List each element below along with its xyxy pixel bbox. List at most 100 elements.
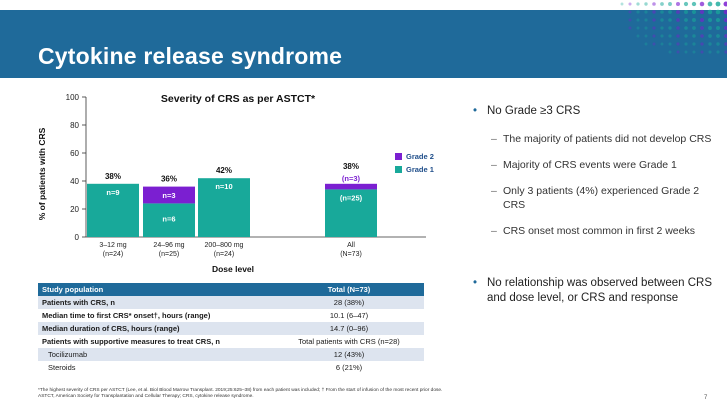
- decor-dot: [644, 34, 648, 38]
- decor-dot: [708, 26, 712, 30]
- decor-dot: [652, 2, 656, 6]
- table-cell-value: 28 (38%): [274, 296, 424, 309]
- decor-dot: [628, 18, 632, 22]
- bar-grade2: [325, 183, 377, 190]
- decor-dot: [668, 50, 672, 54]
- bar-grade1: [87, 183, 139, 237]
- decor-dot: [708, 50, 712, 54]
- x-tick-label: 24–96 mg: [153, 242, 184, 249]
- decor-dot: [724, 34, 727, 38]
- decor-dot: [652, 26, 656, 30]
- table-row: Median duration of CRS, hours (range) 14…: [38, 322, 424, 335]
- decor-dot: [723, 25, 727, 31]
- decor-dot: [675, 1, 681, 7]
- decor-dot: [708, 42, 712, 46]
- decor-dot: [644, 42, 648, 46]
- decor-dot: [668, 2, 672, 6]
- decor-dot: [660, 10, 664, 14]
- x-tick-label: (n=24): [103, 251, 123, 258]
- table-cell-value: 14.7 (0–96): [274, 322, 424, 335]
- table-cell-label: Tocilizumab: [38, 348, 274, 361]
- decor-dot: [707, 9, 713, 15]
- decor-dot: [683, 1, 689, 7]
- decor-dot: [700, 34, 704, 38]
- decor-dot: [628, 2, 632, 6]
- crs-summary-table: Study population Total (N=73) Patients w…: [38, 283, 424, 374]
- decor-dot: [676, 18, 680, 22]
- decor-dot: [692, 50, 696, 54]
- decor-dot: [692, 26, 696, 30]
- decor-dot: [684, 10, 688, 14]
- y-tick-label: 80: [70, 121, 79, 130]
- y-axis-label: % of patients with CRS: [37, 127, 47, 220]
- bar-grade1: [143, 203, 195, 237]
- data-label: (n=3): [342, 174, 361, 183]
- sub-bullet-item: – Only 3 patients (4%) experienced Grade…: [473, 184, 713, 212]
- sub-bullet-item: – Majority of CRS events were Grade 1: [473, 158, 713, 172]
- sub-bullet-item: – The majority of patients did not devel…: [473, 132, 713, 146]
- bullet-text: No relationship was observed between CRS…: [487, 277, 713, 304]
- table-row: Patients with supportive measures to tre…: [38, 335, 424, 348]
- legend-swatch: [395, 166, 402, 173]
- x-axis-label: Dose level: [212, 264, 254, 274]
- y-tick-label: 60: [70, 149, 79, 158]
- decor-dot: [724, 50, 727, 54]
- decor-dot: [652, 34, 656, 38]
- table-row: Steroids 6 (21%): [38, 361, 424, 374]
- table-cell-label: Patients with supportive measures to tre…: [42, 337, 220, 346]
- sub-bullet-item: – CRS onset most common in first 2 weeks: [473, 224, 713, 238]
- data-label: n=6: [162, 215, 175, 224]
- data-label: n=10: [215, 182, 232, 191]
- decor-dot: [716, 26, 720, 30]
- decor-dot: [700, 26, 704, 30]
- x-tick-label: 3–12 mg: [99, 242, 126, 249]
- x-tick-label: (n=25): [159, 251, 179, 258]
- decor-dot: [628, 10, 632, 14]
- decor-dot: [699, 1, 705, 7]
- decor-dot: [715, 1, 721, 7]
- decor-dot: [676, 26, 680, 30]
- dash-glyph: –: [491, 159, 497, 171]
- title-banner: [0, 10, 727, 78]
- x-tick-label: 200–800 mg: [205, 242, 244, 249]
- decor-dot: [676, 50, 680, 54]
- y-tick-label: 20: [70, 205, 79, 214]
- y-tick-label: 40: [70, 177, 79, 186]
- bullet-item: • No relationship was observed between C…: [473, 276, 713, 306]
- decor-dot: [676, 42, 680, 46]
- decor-dot: [660, 18, 664, 22]
- decor-dot: [692, 42, 696, 46]
- table-cell-label: Median duration of CRS, hours (range): [38, 322, 274, 335]
- data-label: (n=25): [340, 193, 363, 202]
- decor-dot: [644, 2, 648, 6]
- decor-dot: [644, 10, 648, 14]
- decor-dot: [700, 42, 704, 46]
- decor-dot: [620, 2, 624, 6]
- decor-dot: [684, 26, 688, 30]
- decor-dot: [660, 2, 664, 6]
- legend-label: Grade 2: [406, 152, 434, 161]
- sub-bullet-text: Only 3 patients (4%) experienced Grade 2…: [503, 185, 700, 211]
- table-row: Patients with CRS, n 28 (38%): [38, 296, 424, 309]
- x-tick-label: All: [347, 242, 355, 249]
- decor-dot: [700, 50, 704, 54]
- decor-dot: [652, 42, 656, 46]
- table-row: Tocilizumab 12 (43%): [38, 348, 424, 361]
- decor-dot: [684, 42, 688, 46]
- footnotes: *The highest severity of CRS per ASTCT (…: [38, 388, 558, 400]
- decor-dot: [676, 34, 680, 38]
- decor-dot: [684, 50, 688, 54]
- decor-dot: [676, 10, 680, 14]
- decor-dot: [699, 17, 705, 23]
- decor-dot: [715, 9, 721, 15]
- decor-dot: [668, 10, 672, 14]
- x-tick-label: (N=73): [340, 251, 362, 258]
- decor-dot: [660, 26, 664, 30]
- crs-severity-chart: Severity of CRS as per ASTCT* % of patie…: [37, 93, 434, 274]
- decor-dot: [668, 18, 672, 22]
- decor-dot: [707, 1, 713, 7]
- table-cell-value: 12 (43%): [274, 348, 424, 361]
- decor-dot: [684, 18, 688, 22]
- decor-dot: [699, 9, 705, 15]
- bar-grade1: [198, 178, 250, 237]
